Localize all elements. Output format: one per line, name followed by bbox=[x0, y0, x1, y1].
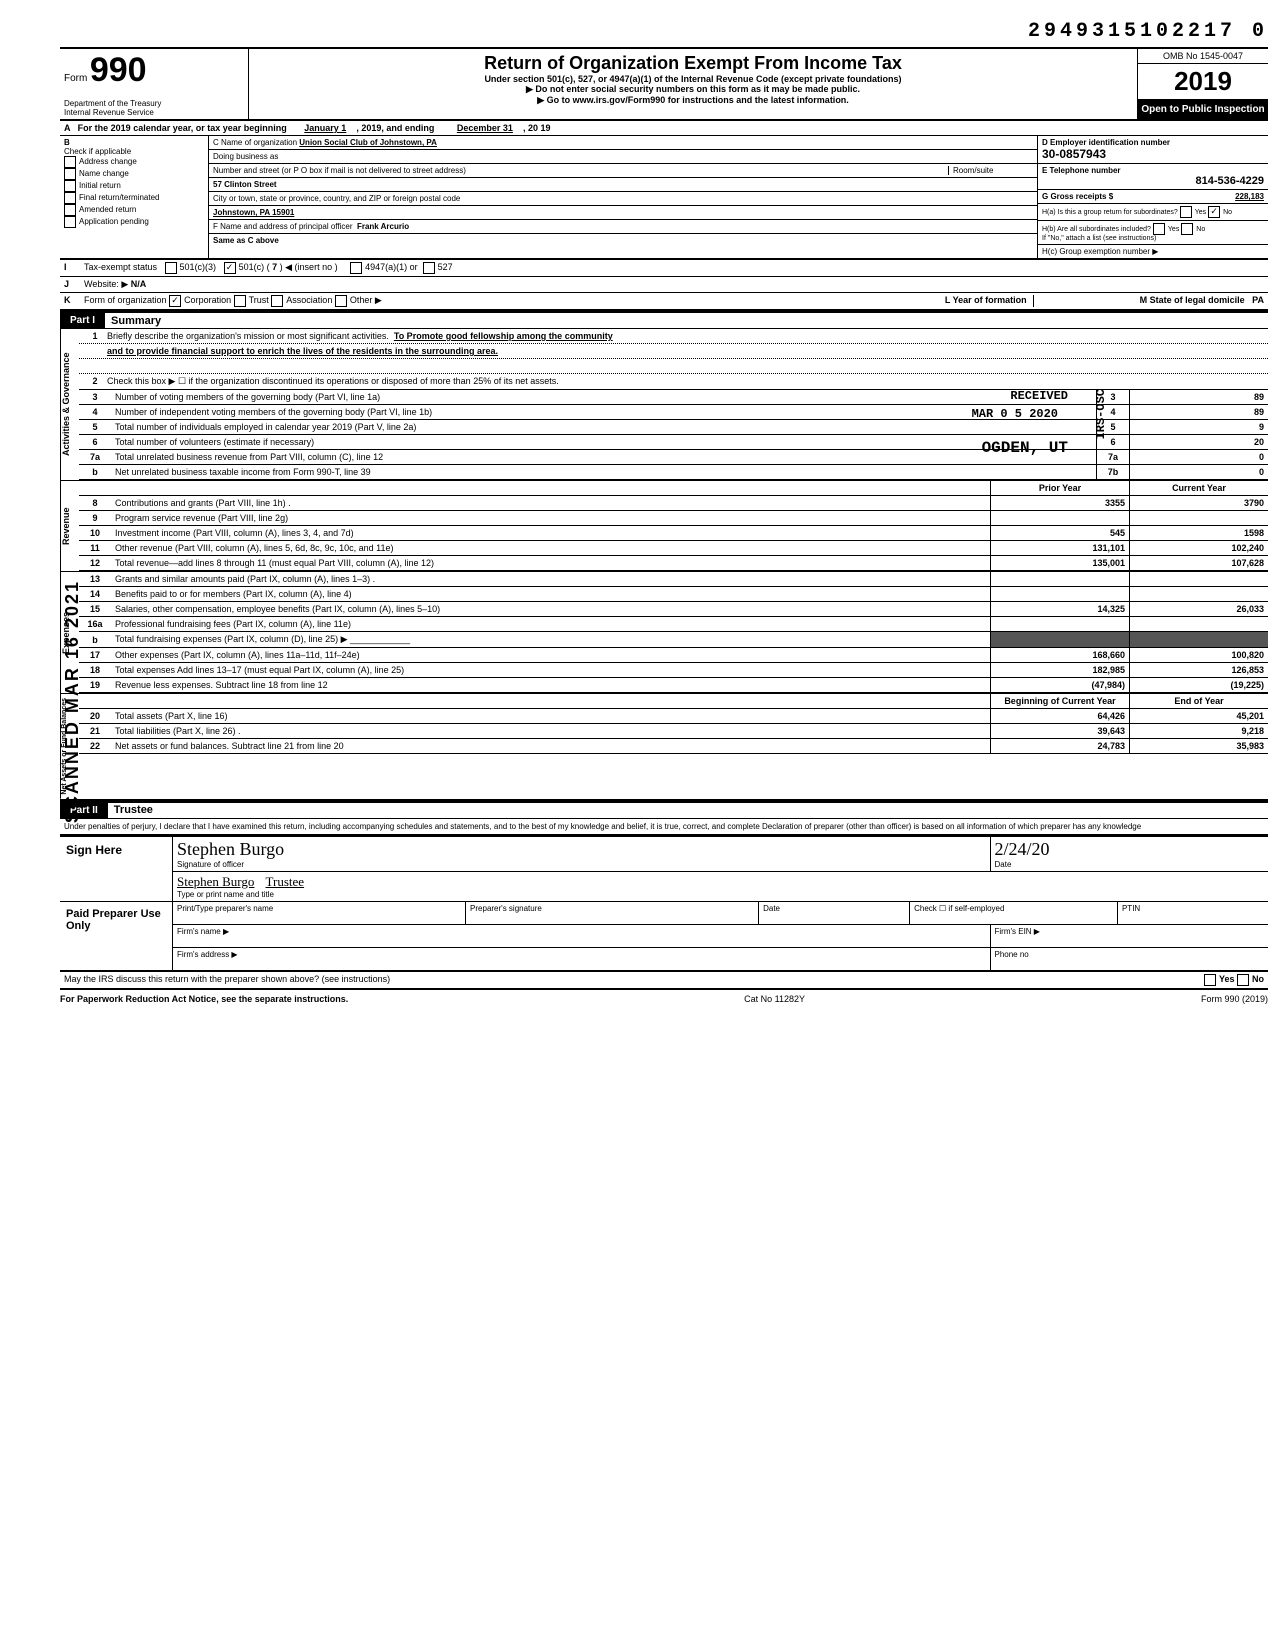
form-label: Form bbox=[64, 73, 87, 84]
chk-527[interactable] bbox=[423, 262, 435, 274]
chk-pending[interactable] bbox=[64, 216, 76, 228]
chk-hb-yes[interactable] bbox=[1153, 223, 1165, 235]
part-2-header: Part II Trustee bbox=[60, 801, 1268, 819]
signer-title: Trustee bbox=[266, 874, 305, 889]
chk-discuss-yes[interactable] bbox=[1204, 974, 1216, 986]
page-footer: For Paperwork Reduction Act Notice, see … bbox=[60, 990, 1268, 1008]
row-ijk: I Tax-exempt status 501(c)(3) ✓501(c) ( … bbox=[60, 260, 1268, 311]
chk-name-change[interactable] bbox=[64, 168, 76, 180]
signature-block: Sign Here Stephen Burgo Signature of off… bbox=[60, 835, 1268, 971]
col-c-org-info: C Name of organization Union Social Club… bbox=[209, 136, 1037, 258]
chk-trust[interactable] bbox=[234, 295, 246, 307]
chk-initial-return[interactable] bbox=[64, 180, 76, 192]
block-bcd: B Check if applicable Address change Nam… bbox=[60, 136, 1268, 260]
officer-address: Same as C above bbox=[209, 234, 1037, 247]
open-public-badge: Open to Public Inspection bbox=[1138, 100, 1268, 119]
perjury-text: Under penalties of perjury, I declare th… bbox=[60, 819, 1268, 835]
side-expenses: Expenses bbox=[60, 572, 79, 693]
chk-association[interactable] bbox=[271, 295, 283, 307]
discuss-row: May the IRS discuss this return with the… bbox=[60, 971, 1268, 990]
chk-501c3[interactable] bbox=[165, 262, 177, 274]
dept-irs: Internal Revenue Service bbox=[64, 108, 244, 117]
state-domicile: PA bbox=[1252, 295, 1264, 307]
line-a: A For the 2019 calendar year, or tax yea… bbox=[60, 121, 1268, 136]
governance-table: 3Number of voting members of the governi… bbox=[79, 390, 1268, 480]
side-revenue: Revenue bbox=[60, 481, 79, 571]
net-assets-table: Beginning of Current YearEnd of Year 20T… bbox=[79, 694, 1268, 754]
officer-signature: Stephen Burgo bbox=[177, 839, 284, 859]
revenue-table: Prior YearCurrent Year 8Contributions an… bbox=[79, 481, 1268, 571]
signer-name: Stephen Burgo bbox=[177, 874, 254, 889]
side-governance: Activities & Governance bbox=[60, 329, 79, 480]
part-1-header: Part I Summary bbox=[60, 311, 1268, 329]
form-number: 990 bbox=[90, 51, 147, 89]
chk-hb-no[interactable] bbox=[1181, 223, 1193, 235]
omb-number: OMB No 1545-0047 bbox=[1138, 49, 1268, 64]
chk-discuss-no[interactable] bbox=[1237, 974, 1249, 986]
street-address: 57 Clinton Street bbox=[209, 178, 1037, 192]
chk-4947[interactable] bbox=[350, 262, 362, 274]
form-header: Form 990 Department of the Treasury Inte… bbox=[60, 47, 1268, 121]
website: N/A bbox=[131, 279, 147, 290]
mission-text-2: and to provide financial support to enri… bbox=[79, 344, 1268, 359]
chk-address-change[interactable] bbox=[64, 156, 76, 168]
form-title: Return of Organization Exempt From Incom… bbox=[255, 53, 1131, 74]
gross-receipts: 228,183 bbox=[1235, 192, 1264, 201]
expenses-table: 13Grants and similar amounts paid (Part … bbox=[79, 572, 1268, 693]
ein: 30-0857943 bbox=[1042, 147, 1106, 161]
chk-other[interactable] bbox=[335, 295, 347, 307]
side-net-assets: Net Assets or Fund Balances bbox=[60, 694, 79, 799]
chk-corporation[interactable]: ✓ bbox=[169, 295, 181, 307]
col-b-checkboxes: B Check if applicable Address change Nam… bbox=[60, 136, 209, 258]
form-subtitle: Under section 501(c), 527, or 4947(a)(1)… bbox=[255, 74, 1131, 84]
mission-text-1: To Promote good fellowship among the com… bbox=[394, 331, 613, 341]
form-note-ssn: ▶ Do not enter social security numbers o… bbox=[255, 84, 1131, 95]
form-note-url: ▶ Go to www.irs.gov/Form990 for instruct… bbox=[255, 95, 1131, 106]
paid-preparer-label: Paid Preparer Use Only bbox=[60, 902, 173, 970]
col-d-ein-phone: D Employer identification number30-08579… bbox=[1037, 136, 1268, 258]
dept-treasury: Department of the Treasury bbox=[64, 99, 244, 108]
org-name: Union Social Club of Johnstown, PA bbox=[299, 138, 437, 147]
chk-final-return[interactable] bbox=[64, 192, 76, 204]
officer-name: Frank Arcurio bbox=[357, 222, 409, 231]
chk-501c[interactable]: ✓ bbox=[224, 262, 236, 274]
sign-here-label: Sign Here bbox=[60, 837, 173, 901]
city-state-zip: Johnstown, PA 15901 bbox=[209, 206, 1037, 220]
chk-amended[interactable] bbox=[64, 204, 76, 216]
chk-ha-yes[interactable] bbox=[1180, 206, 1192, 218]
tax-year: 2019 bbox=[1138, 64, 1268, 100]
signature-date: 2/24/20 bbox=[995, 839, 1050, 859]
chk-ha-no[interactable]: ✓ bbox=[1208, 206, 1220, 218]
phone: 814-536-4229 bbox=[1042, 175, 1264, 187]
top-doc-id: 2949315102217 0 bbox=[60, 20, 1268, 43]
